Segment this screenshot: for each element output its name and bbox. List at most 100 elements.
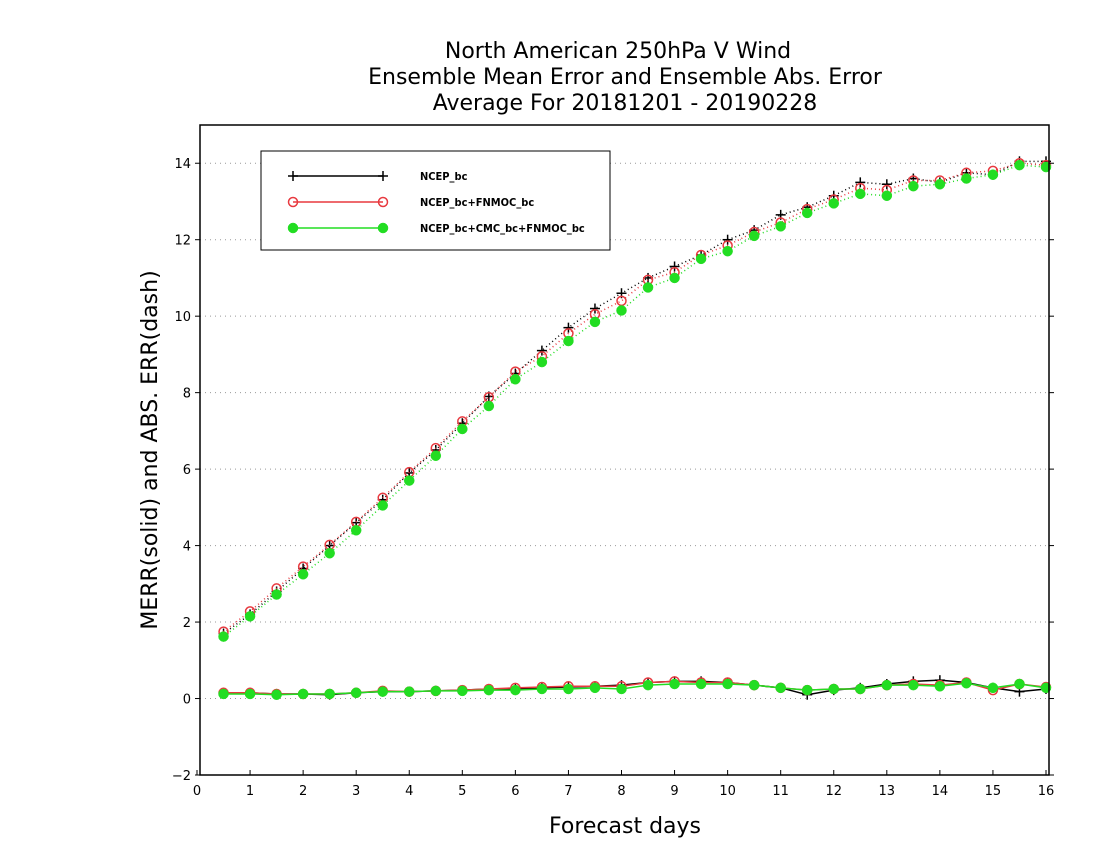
data-point	[287, 196, 299, 208]
data-point	[775, 682, 786, 694]
series-group	[218, 156, 1052, 700]
data-point	[288, 171, 298, 181]
chart-title: North American 250hPa V Wind Ensemble Me…	[368, 39, 883, 116]
legend-box	[260, 150, 611, 251]
abs-err-line	[223, 164, 1047, 638]
data-point	[987, 682, 999, 694]
x-tick-label: 12	[825, 784, 842, 799]
data-point	[457, 685, 468, 697]
data-point	[801, 207, 813, 219]
x-tick-label: 11	[772, 784, 789, 799]
x-tick-label: 5	[458, 784, 466, 799]
data-point	[855, 683, 866, 695]
y-tick-label: 12	[174, 234, 191, 249]
data-point	[457, 423, 468, 435]
data-point	[961, 677, 972, 689]
data-point	[589, 316, 601, 328]
legend-label: NCEP_bc+FNMOC_bc	[420, 196, 534, 209]
data-point	[908, 679, 919, 691]
x-tick-label: 13	[879, 784, 896, 799]
x-tick-label: 7	[564, 784, 572, 799]
data-point	[377, 222, 389, 234]
data-point	[536, 683, 548, 695]
y-tick-label: 0	[183, 693, 191, 708]
data-point	[934, 179, 946, 190]
legend-entry: NCEP_bc+CMC_bc+FNMOC_bc	[287, 222, 585, 235]
data-point	[324, 688, 335, 700]
data-point	[324, 547, 335, 559]
abs-err-line	[223, 162, 1047, 633]
y-tick-label: 8	[183, 387, 191, 402]
y-tick-label: 4	[183, 540, 191, 555]
y-axis-label: MERR(solid) and ABS. ERR(dash)	[138, 270, 163, 629]
data-point	[642, 679, 654, 691]
legend-label: NCEP_bc+CMC_bc+FNMOC_bc	[420, 222, 585, 235]
data-point	[350, 687, 362, 699]
x-tick-label: 2	[299, 784, 307, 799]
y-tick-label: 10	[174, 310, 191, 325]
data-point	[589, 682, 601, 694]
data-point	[483, 400, 495, 412]
data-point	[855, 188, 866, 200]
data-point	[377, 196, 389, 208]
data-point	[244, 611, 256, 622]
data-point	[271, 589, 282, 600]
data-point	[563, 335, 574, 347]
data-point	[881, 179, 892, 190]
x-tick-label: 0	[193, 784, 201, 799]
data-point	[987, 169, 999, 180]
data-point	[669, 678, 680, 690]
data-point	[828, 198, 839, 209]
data-point	[722, 678, 733, 690]
series-NCEP_bc+CMC_bc+FNMOC_bc	[218, 159, 1052, 700]
plot-area-frame	[199, 124, 1050, 776]
data-point	[297, 688, 309, 700]
legend-label: NCEP_bc	[420, 170, 468, 183]
y-tick-label: 14	[174, 157, 191, 172]
data-point	[695, 253, 707, 265]
title-line-2: Ensemble Mean Error and Ensemble Abs. Er…	[368, 65, 883, 90]
data-point	[378, 171, 388, 181]
data-point	[377, 686, 388, 697]
data-point	[404, 686, 415, 697]
data-point	[536, 356, 548, 368]
legend-entry: NCEP_bc+FNMOC_bc	[287, 196, 534, 209]
data-point	[722, 234, 733, 245]
x-tick-label: 1	[246, 784, 254, 799]
data-point	[218, 631, 229, 642]
data-point	[908, 180, 919, 192]
x-tick-label: 4	[405, 784, 413, 799]
x-tick-label: 15	[985, 784, 1002, 799]
data-point	[297, 569, 309, 580]
y-tick-label: −2	[172, 769, 191, 784]
data-point	[430, 685, 442, 697]
data-point	[377, 500, 388, 511]
data-point	[536, 345, 547, 356]
x-tick-label: 14	[932, 784, 949, 799]
data-point	[616, 305, 627, 316]
data-point	[828, 683, 839, 695]
data-point	[510, 374, 521, 385]
legend: NCEP_bc NCEP_bc+FNMOC_bc NCEP_bc+CMC_bc+FN…	[260, 150, 611, 251]
data-point	[801, 684, 813, 696]
data-point	[404, 475, 415, 486]
x-tick-label: 10	[719, 784, 736, 799]
data-point	[510, 684, 521, 696]
data-point	[642, 282, 654, 293]
data-point	[669, 261, 680, 272]
data-point	[244, 688, 256, 700]
data-point	[430, 450, 442, 461]
data-point	[350, 525, 362, 536]
x-tick-label: 3	[352, 784, 360, 799]
data-point	[563, 683, 574, 695]
x-tick-label: 8	[617, 784, 625, 799]
data-point	[589, 303, 600, 314]
title-line-1: North American 250hPa V Wind	[445, 39, 791, 64]
abs-err-line	[223, 160, 1046, 635]
data-point	[961, 173, 972, 184]
data-point	[695, 678, 707, 690]
data-point	[563, 322, 574, 333]
data-point	[1014, 678, 1025, 690]
x-axis-ticks: 0 1 2 3 4 5 6 7 8 9 10 11 12 13 14 15 16	[193, 770, 1054, 799]
